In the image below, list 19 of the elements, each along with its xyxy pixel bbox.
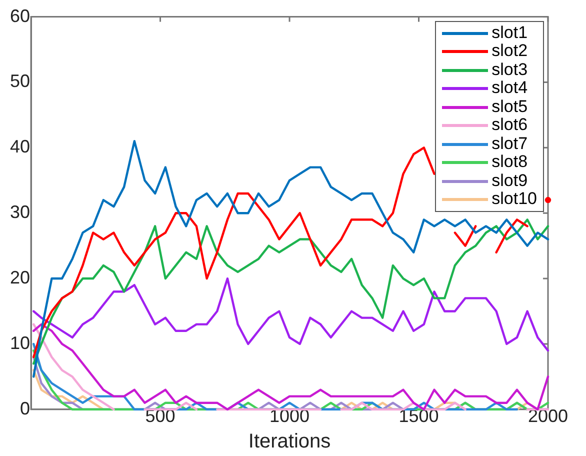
legend-label: slot6 — [492, 115, 528, 135]
legend-label: slot5 — [492, 96, 528, 116]
y-tick-label: 60 — [10, 6, 30, 26]
y-tick-label: 50 — [10, 71, 30, 92]
legend-label: slot4 — [492, 78, 528, 98]
x-axis-title: Iterations — [248, 430, 331, 453]
x-tick-label: 2000 — [528, 406, 568, 426]
y-tick-label: 20 — [10, 268, 30, 288]
legend-label: slot1 — [492, 22, 528, 42]
y-tick-label: 0 — [20, 398, 30, 418]
legend-label: slot9 — [492, 170, 528, 190]
y-tick-label: 40 — [10, 136, 30, 157]
y-tick-label: 30 — [10, 202, 30, 222]
legend-label: slot3 — [492, 60, 528, 80]
y-tick-label: 10 — [10, 332, 30, 353]
legend-label: slot2 — [492, 41, 528, 61]
legend-label: slot10 — [492, 189, 537, 209]
legend-label: slot8 — [492, 152, 528, 172]
legend-label: slot7 — [492, 134, 528, 154]
